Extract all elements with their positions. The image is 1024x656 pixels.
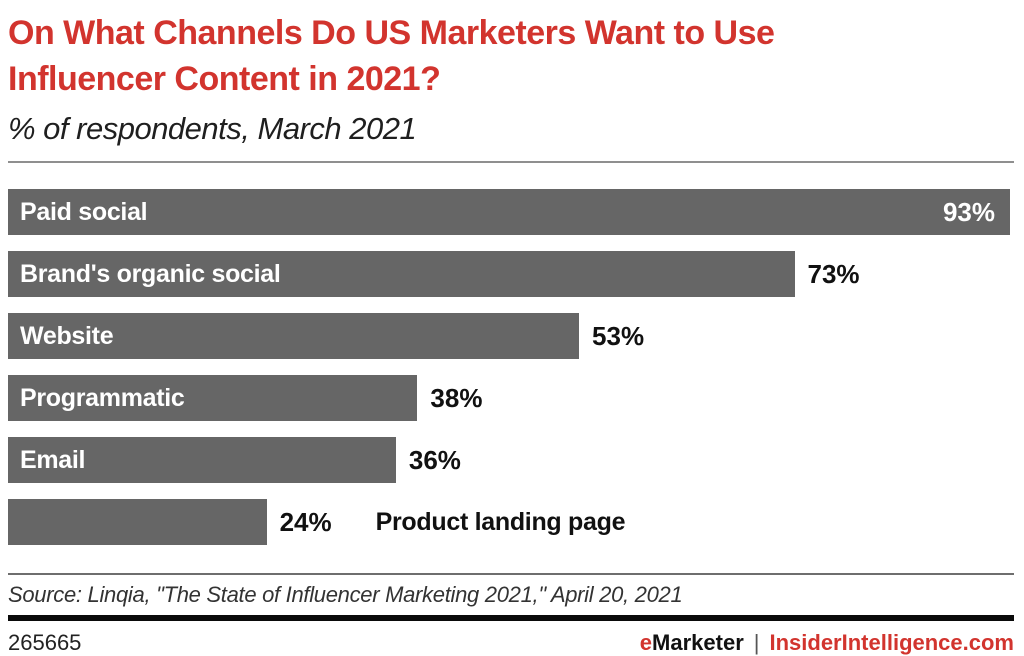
brand-group: eMarketer | InsiderIntelligence.com [640,630,1014,656]
bar-label-paid-social: Paid social [20,197,148,226]
bar-product-landing-page [8,499,267,546]
bar-row-paid-social: Paid social 93% [8,189,1010,236]
bar-row-programmatic: Programmatic 38% [8,375,1010,422]
page-title: On What Channels Do US Marketers Want to… [8,14,775,99]
footer-divider [8,615,1014,622]
bar-row-product-landing-page: 24% Product landing page [8,499,1010,546]
bar-row-email: Email 36% [8,437,1010,484]
chart-id: 265665 [8,630,82,656]
bar-programmatic: Programmatic [8,375,418,422]
page-subtitle: % of respondents, March 2021 [8,111,417,147]
bar-row-website: Website 53% [8,313,1010,360]
emarketer-e: e [639,630,653,656]
bar-email: Email [8,437,396,484]
bar-label-product-landing-page: Product landing page [375,507,626,536]
bar-label-website: Website [20,321,114,350]
brand-emarketer: eMarketer [640,630,744,656]
brand-separator: | [753,630,760,656]
bar-value-website: 53% [592,320,645,351]
bar-row-brand-s-organic-social: Brand's organic social 73% [8,251,1010,298]
bar-label-brand-s-organic-social: Brand's organic social [20,259,281,288]
bar-value-email: 36% [408,444,461,475]
bar-paid-social: Paid social 93% [8,189,1010,236]
header-divider [8,161,1014,164]
emarketer-rest: Marketer [652,630,744,656]
bar-label-programmatic: Programmatic [20,383,185,412]
brand-insider-intelligence: InsiderIntelligence.com [769,630,1014,656]
footer-bar: 265665 eMarketer | InsiderIntelligence.c… [8,630,1014,656]
source-note: Source: Linqia, "The State of Influencer… [8,582,683,608]
bar-label-email: Email [20,445,86,474]
bar-value-paid-social: 93% [942,196,995,227]
bar-chart: Paid social 93% Brand's organic social 73% W… [8,189,1014,546]
bar-value-programmatic: 38% [430,382,483,413]
bar-website: Website [8,313,580,360]
bar-value-product-landing-page: 24% [279,506,332,537]
bar-value-brand-s-organic-social: 73% [807,258,860,289]
bar-brand-s-organic-social: Brand's organic social [8,251,795,298]
source-divider [8,573,1014,576]
